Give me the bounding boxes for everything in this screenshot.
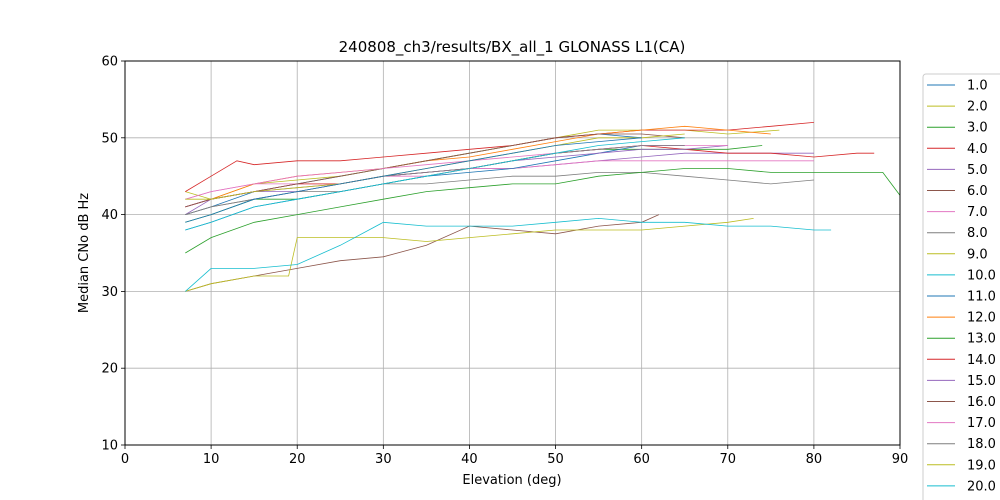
x-axis-label: Elevation (deg)	[462, 473, 561, 488]
series-line-16-0	[185, 133, 685, 208]
chart-title: 240808_ch3/results/BX_all_1 GLONASS L1(C…	[339, 38, 686, 57]
series-line-2-0	[185, 129, 780, 200]
legend-label: 3.0	[967, 121, 988, 136]
x-axis-ticks: 0 10 20 30 40 50 60 70 80 90	[121, 445, 908, 467]
grid-lines	[124, 60, 901, 446]
series-line-9-0	[185, 218, 754, 292]
series-line-11-0	[185, 145, 685, 231]
legend-label: 14.0	[967, 353, 996, 368]
y-tick-label: 20	[101, 362, 118, 377]
legend-label: 6.0	[967, 184, 988, 199]
series-line-13-0	[185, 168, 901, 254]
legend-label: 15.0	[967, 374, 996, 389]
legend-label: 11.0	[967, 290, 996, 305]
legend-label: 7.0	[967, 205, 988, 220]
legend-label: 17.0	[967, 416, 996, 431]
series-line-10-0	[185, 217, 832, 292]
y-axis-ticks: 10 20 30 40 50 60	[101, 55, 125, 454]
series-line-18-0	[185, 145, 685, 215]
legend-label: 10.0	[967, 268, 996, 283]
x-tick-label: 20	[289, 452, 306, 467]
x-tick-label: 50	[547, 452, 564, 467]
legend-label: 8.0	[967, 226, 988, 241]
legend-label: 20.0	[967, 479, 996, 494]
series-line-21-0	[185, 137, 642, 223]
y-tick-label: 30	[101, 285, 118, 300]
plot-frame	[124, 60, 901, 446]
y-tick-label: 60	[101, 55, 118, 70]
legend-box	[922, 73, 1000, 500]
x-tick-label: 60	[633, 452, 650, 467]
x-tick-label: 70	[720, 452, 737, 467]
series-line-8-0	[185, 171, 814, 215]
y-tick-label: 50	[101, 131, 118, 146]
x-tick-label: 80	[806, 452, 823, 467]
y-axis-label: Median CNo dB Hz	[77, 193, 92, 313]
legend-label: 19.0	[967, 458, 996, 473]
legend-label: 2.0	[967, 100, 988, 115]
series-line-20-0	[185, 137, 685, 231]
legend-label: 13.0	[967, 332, 996, 347]
x-tick-label: 0	[121, 452, 129, 467]
x-tick-label: 30	[375, 452, 392, 467]
y-tick-label: 40	[101, 208, 118, 223]
x-tick-label: 10	[203, 452, 220, 467]
x-tick-label: 90	[892, 452, 909, 467]
y-tick-label: 10	[101, 439, 118, 454]
series-line-4-0	[185, 122, 814, 192]
legend-label: 4.0	[967, 142, 988, 157]
legend-label: 12.0	[967, 311, 996, 326]
legend: 1.0 2.0 3.0 4.0 5.0 6.0 7.0 8.0 9.0 10.0 11.0 12.0 1…	[922, 73, 1000, 500]
legend-label: 16.0	[967, 395, 996, 410]
x-tick-label: 40	[461, 452, 478, 467]
legend-label: 5.0	[967, 163, 988, 178]
series-line-15-0	[185, 145, 728, 208]
series-lines	[185, 122, 901, 292]
legend-label: 9.0	[967, 247, 988, 262]
legend-label: 18.0	[967, 437, 996, 452]
legend-label: 1.0	[967, 79, 988, 94]
series-line-7-0	[185, 160, 814, 200]
